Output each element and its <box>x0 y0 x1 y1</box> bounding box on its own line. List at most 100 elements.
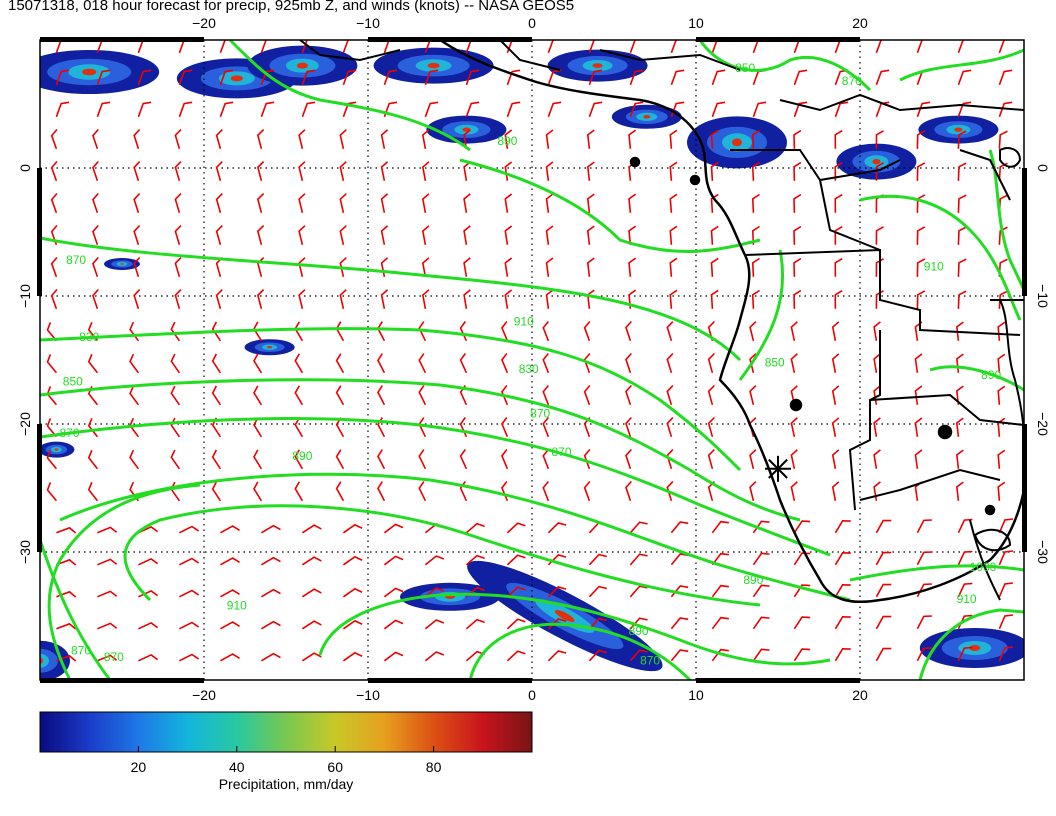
wind-barb <box>301 69 316 86</box>
wind-barb <box>174 224 182 246</box>
wind-barb <box>260 524 281 534</box>
wind-barb <box>957 646 973 662</box>
wind-barb <box>253 385 263 406</box>
wind-barb <box>179 621 200 630</box>
colorbar-tick-label: 60 <box>327 759 343 775</box>
wind-barb <box>670 40 685 54</box>
wind-barb <box>170 417 181 438</box>
wind-barb <box>506 618 526 630</box>
wind-barb <box>92 192 99 214</box>
wind-barb <box>752 648 770 662</box>
wind-barb <box>752 616 770 630</box>
wind-barb <box>504 225 513 245</box>
wind-barb <box>129 449 140 470</box>
wind-barb <box>342 523 363 534</box>
wind-barb <box>463 257 471 277</box>
wind-barb <box>793 225 802 245</box>
wind-barb <box>129 321 140 342</box>
wind-barb <box>998 646 1014 662</box>
wind-barb <box>138 590 159 598</box>
wind-barb <box>87 449 99 470</box>
frame-bar-bottom <box>368 678 532 683</box>
wind-barb <box>133 128 141 150</box>
wind-barb <box>793 616 811 630</box>
wind-barb <box>834 162 843 181</box>
lat-tick-label-left: −20 <box>17 412 33 436</box>
wind-barb <box>377 385 386 406</box>
wind-barb <box>504 289 513 309</box>
wind-barb <box>504 193 513 213</box>
wind-barb <box>137 69 152 86</box>
wind-barb <box>424 555 445 566</box>
wind-barb <box>545 257 554 277</box>
wind-barb <box>625 416 632 438</box>
east-coast <box>999 299 1024 441</box>
wind-barb <box>211 481 222 502</box>
contour-line <box>40 417 831 557</box>
wind-barb <box>629 40 644 54</box>
wind-barb <box>586 129 595 149</box>
wind-barb <box>506 69 521 86</box>
contour-label: 890 <box>981 368 1001 382</box>
wind-barb <box>342 40 357 54</box>
wind-barb <box>220 589 240 598</box>
contour-label: 850 <box>63 375 83 389</box>
wind-barb <box>628 193 637 213</box>
wind-barb <box>342 651 363 662</box>
lon-tick-label-bottom: 0 <box>528 687 536 703</box>
colorbar: 20 40 60 80 Precipitation, mm/day <box>39 711 533 792</box>
wind-barb <box>998 614 1014 630</box>
wind-barb <box>957 258 967 277</box>
wind-barb <box>253 353 263 374</box>
wind-barb <box>751 161 761 181</box>
wind-barb <box>174 160 182 182</box>
wind-barb <box>301 40 316 54</box>
precipitation-layer <box>40 45 1024 680</box>
wind-barb <box>383 555 404 566</box>
wind-barb <box>504 129 513 149</box>
wind-barb <box>55 40 70 54</box>
wind-barb <box>50 128 58 150</box>
wind-barb <box>793 193 802 213</box>
wind-barb <box>459 449 468 470</box>
wind-barb <box>178 69 193 86</box>
wind-barb <box>955 353 964 373</box>
contour-label: 890 <box>743 573 763 587</box>
contour-line <box>123 504 761 607</box>
wind-barb <box>707 449 715 470</box>
wind-barb <box>586 257 595 277</box>
wind-barb <box>666 416 674 438</box>
wind-barb <box>97 622 118 630</box>
wind-barb <box>542 480 550 502</box>
wind-barb <box>710 289 719 309</box>
wind-barb <box>46 354 58 374</box>
wind-barb <box>339 225 347 245</box>
wind-barb <box>752 552 770 566</box>
wind-barb <box>545 161 554 181</box>
wind-barb <box>834 648 851 662</box>
symbol-layer <box>765 455 791 482</box>
wind-barb <box>298 129 306 149</box>
precip-cell <box>40 640 70 680</box>
wind-barb <box>831 449 840 469</box>
lon-tick-label-bottom: 20 <box>852 687 868 703</box>
wind-barb <box>873 417 881 437</box>
contour-line <box>849 564 1024 582</box>
wind-barb <box>670 617 689 630</box>
wind-barb <box>459 321 468 342</box>
precip-cell <box>373 47 494 84</box>
star-marker <box>765 455 791 482</box>
wind-barb <box>749 321 757 341</box>
wind-barb <box>793 552 811 566</box>
wind-barb <box>294 353 304 374</box>
wind-barb <box>215 161 223 182</box>
wind-barb <box>418 481 427 502</box>
wind-barb <box>170 353 181 374</box>
wind-barb <box>137 40 152 54</box>
wind-barb <box>383 523 404 534</box>
wind-barb <box>342 69 357 86</box>
precip-cell <box>547 49 648 82</box>
wind-barb <box>749 481 757 501</box>
wind-barb <box>625 384 632 406</box>
wind-barb <box>342 587 363 598</box>
